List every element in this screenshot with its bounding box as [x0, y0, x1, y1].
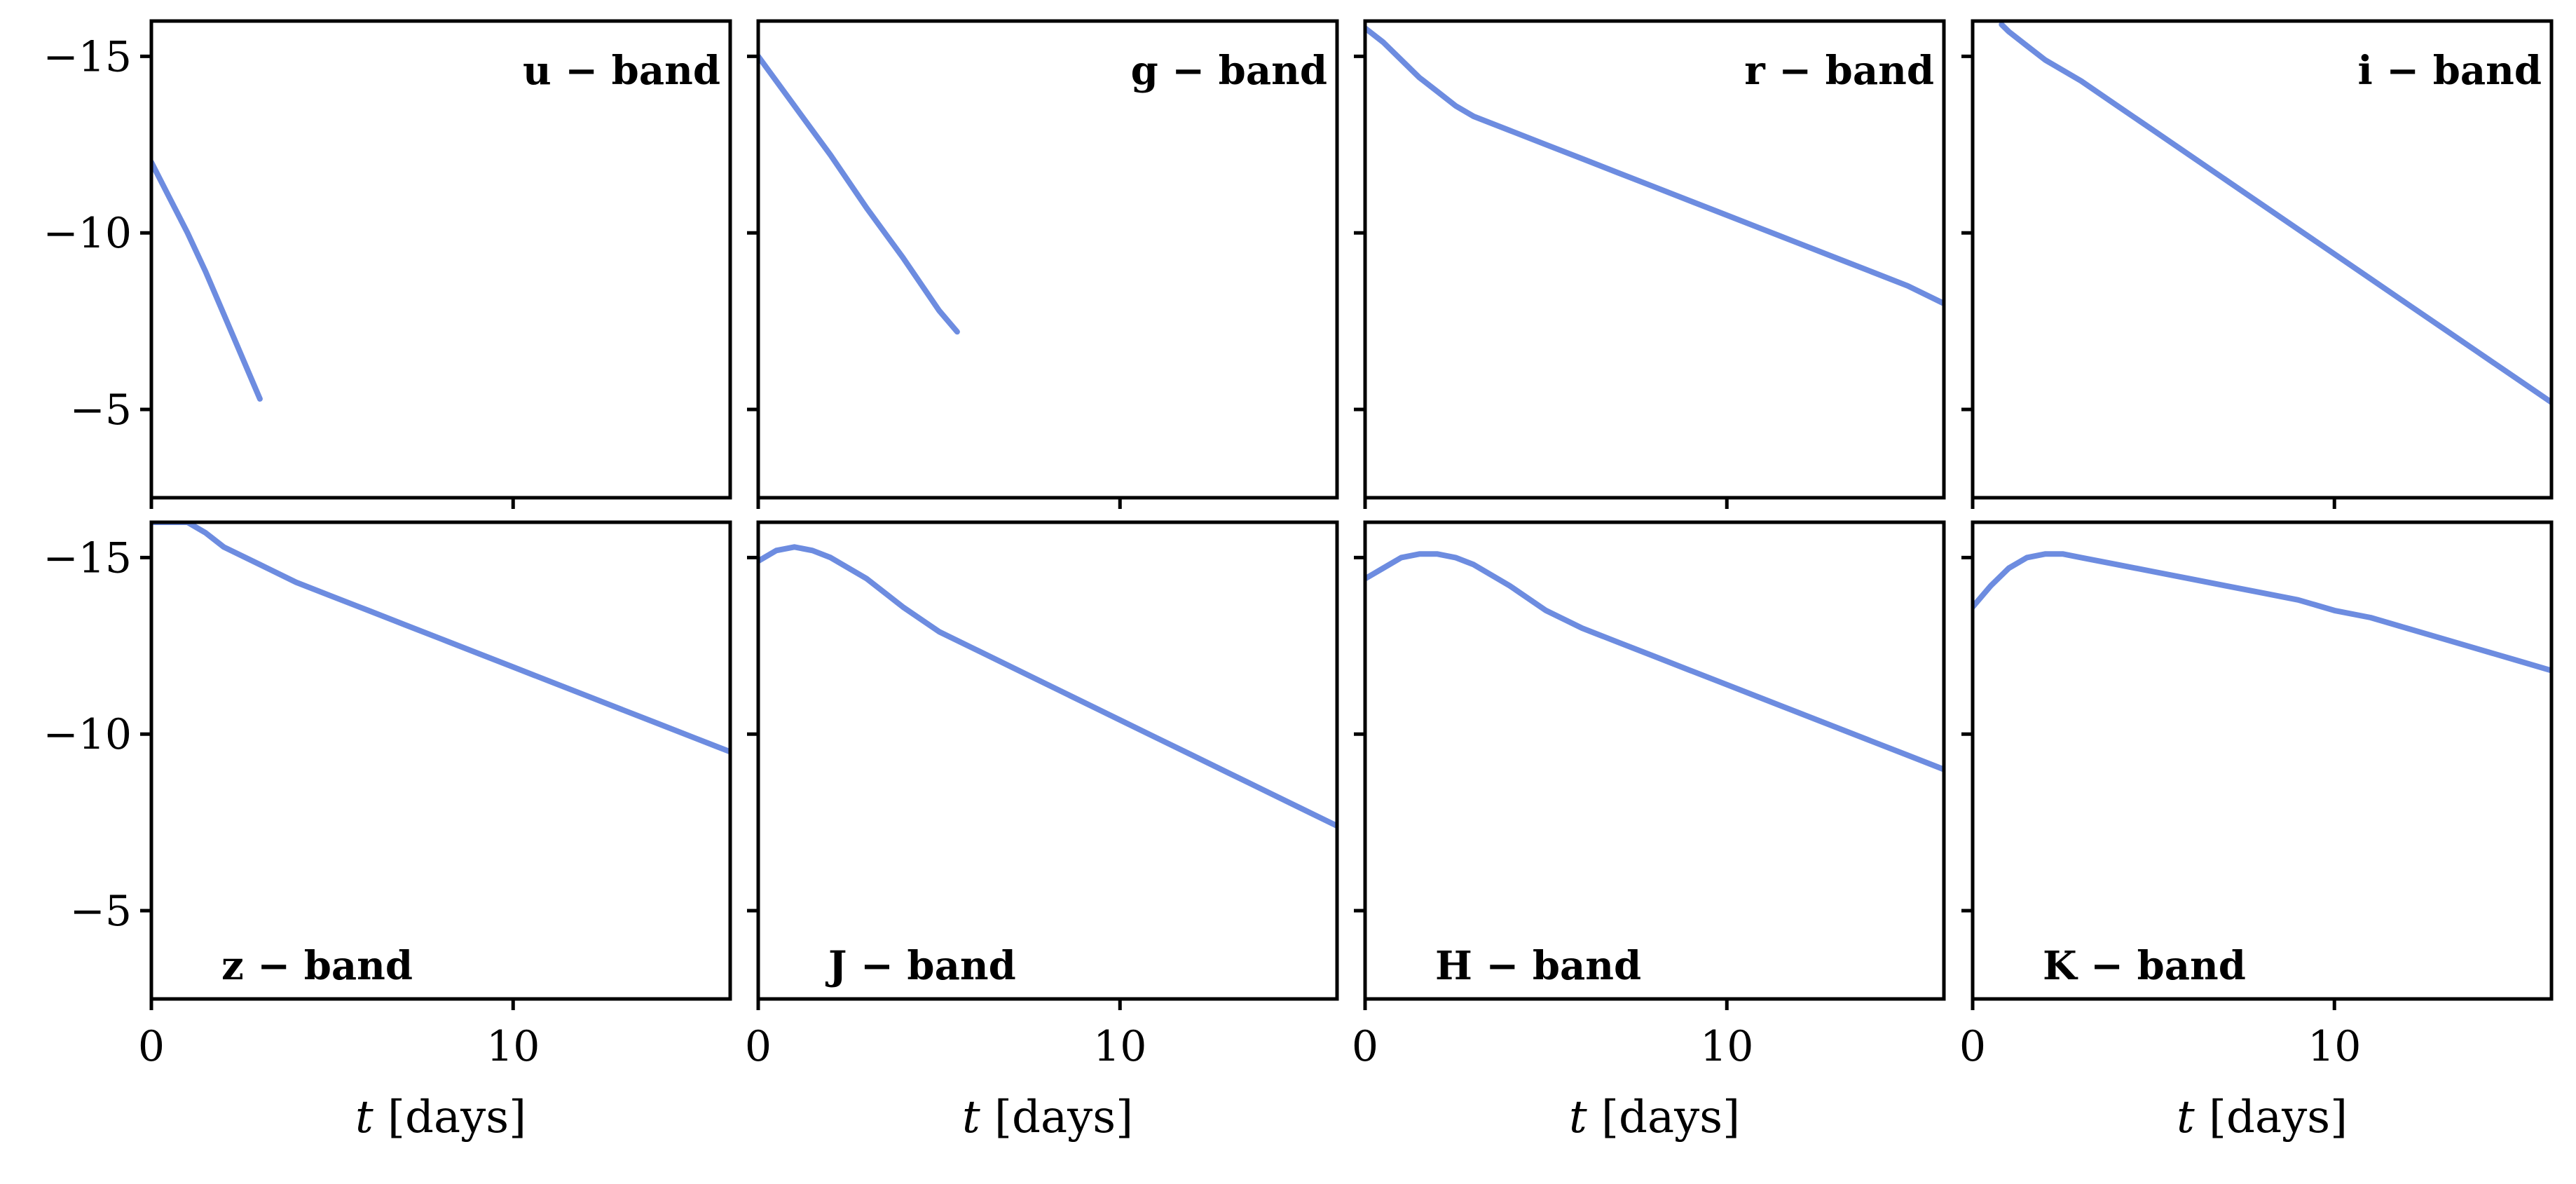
panel-5: −15 −10 −5 0 10 t [days] z − band [43, 520, 732, 1143]
axes-frame [756, 19, 1339, 500]
axes-frame [1971, 19, 2554, 500]
panel-6: 0 10 t [days] J − band [745, 520, 1339, 1143]
x-axis-label: t [days] [355, 1091, 526, 1143]
series-line [1999, 22, 2551, 405]
axes-frame [1363, 19, 1946, 500]
y-tick-label: −15 [43, 32, 132, 81]
x-tick-label: 10 [1093, 1022, 1146, 1071]
x-tick-label: 10 [2308, 1022, 2361, 1071]
y-tick-label: −10 [43, 710, 132, 759]
x-axis-label: t [days] [962, 1091, 1133, 1143]
panel-4: i − band [1961, 19, 2554, 509]
x-axis-label-var: t [2177, 1091, 2195, 1143]
x-tick-label: 0 [1352, 1022, 1378, 1071]
band-label: r − band [1744, 48, 1934, 94]
panel-3: r − band [1354, 19, 1946, 509]
x-tick-label: 10 [1700, 1022, 1753, 1071]
y-tick-label: −10 [43, 209, 132, 258]
x-axis-label-var: t [1569, 1091, 1587, 1143]
x-tick-label: 0 [745, 1022, 772, 1071]
x-axis-label-var: t [355, 1091, 374, 1143]
band-label: i − band [2358, 48, 2542, 94]
panel-8: 0 10 t [days] K − band [1959, 520, 2554, 1143]
band-label: K − band [2043, 943, 2246, 989]
axes-frame [149, 19, 732, 500]
x-tick-label: 10 [486, 1022, 540, 1071]
axes-frame [756, 520, 1339, 1001]
series-line [1365, 25, 1944, 306]
panel-2: g − band [747, 19, 1339, 509]
series-line [758, 544, 1337, 829]
band-label: u − band [523, 48, 720, 94]
axes-frame [1971, 520, 2554, 1001]
y-tick-label: −15 [43, 533, 132, 583]
band-label: z − band [221, 943, 413, 989]
x-axis-label-unit: [days] [2195, 1091, 2348, 1143]
x-axis-label-var: t [962, 1091, 980, 1143]
x-tick-label: 0 [1959, 1022, 1986, 1071]
band-label: J − band [825, 943, 1016, 989]
band-label: H − band [1435, 943, 1641, 989]
x-tick-label: 0 [138, 1022, 165, 1071]
y-tick-label: −5 [70, 386, 132, 435]
series-line [1973, 551, 2551, 674]
x-axis-label-unit: [days] [374, 1091, 526, 1143]
axes-frame [149, 520, 732, 1001]
panel-1: −15 −10 −5 u − band [43, 19, 732, 509]
x-axis-label: t [days] [1569, 1091, 1740, 1143]
x-axis-label-unit: [days] [1587, 1091, 1740, 1143]
panel-7: 0 10 t [days] H − band [1352, 520, 1946, 1143]
series-line [1365, 551, 1944, 773]
axes-frame [1363, 520, 1946, 1001]
x-axis-label: t [days] [2177, 1091, 2348, 1143]
series-line [758, 53, 960, 335]
band-label: g − band [1131, 48, 1327, 94]
x-axis-label-unit: [days] [980, 1091, 1133, 1143]
y-tick-label: −5 [70, 887, 132, 936]
series-line [151, 522, 730, 755]
series-line [151, 159, 263, 402]
